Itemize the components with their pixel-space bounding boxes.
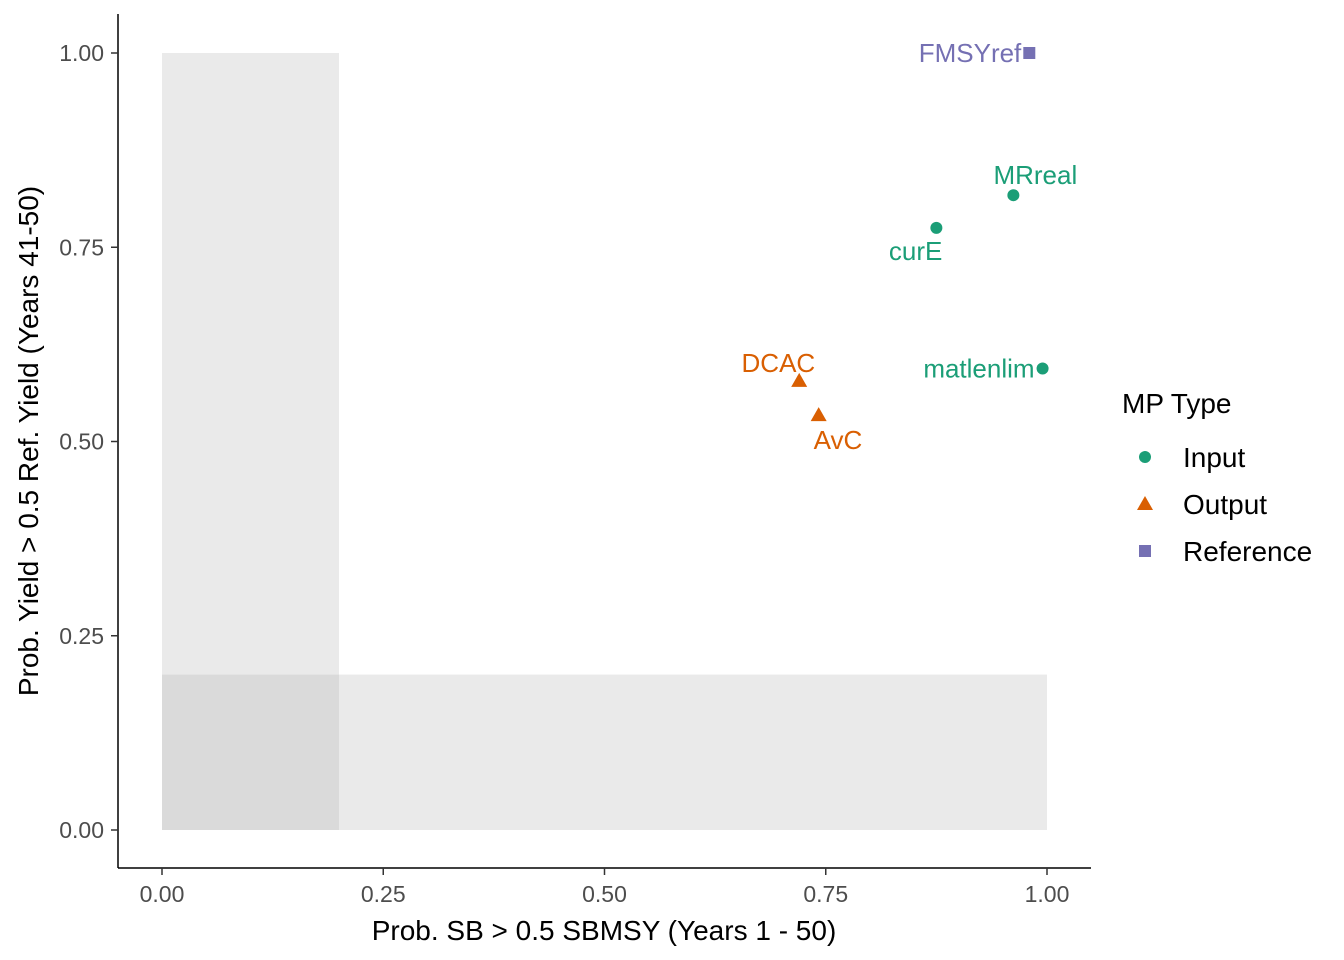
x-tick-label: 1.00 [1025,881,1070,907]
legend: MP Type Input Output Reference [1122,388,1312,567]
point-label-cure: curE [889,236,942,266]
y-tick-label: 0.75 [59,234,104,260]
point-label-mrreal: MRreal [993,160,1077,190]
y-tick-label: 0.50 [59,429,104,455]
y-tick-label: 0.25 [59,623,104,649]
point-avc [810,407,827,422]
shaded-regions [162,53,1047,830]
x-tick-label: 0.25 [361,881,406,907]
legend-key-output [1137,496,1153,510]
legend-label-input: Input [1183,442,1245,473]
point-cure [930,221,943,234]
legend-key-reference [1139,545,1151,557]
y-ticks: 0.00 0.25 0.50 0.75 1.00 [59,40,118,843]
point-label-fmsyref: FMSYref [919,38,1022,68]
data-points [791,47,1049,422]
x-tick-label: 0.00 [140,881,185,907]
legend-key-input [1139,451,1151,463]
point-label-avc: AvC [814,425,863,455]
x-tick-label: 0.75 [803,881,848,907]
point-label-dcac: DCAC [742,348,816,378]
x-axis-title: Prob. SB > 0.5 SBMSY (Years 1 - 50) [372,915,837,946]
point-matlenlim [1036,362,1049,375]
shaded-region-1 [162,53,339,830]
legend-label-output: Output [1183,489,1267,520]
point-dcac [791,372,808,387]
y-axis-title: Prob. Yield > 0.5 Ref. Yield (Years 41-5… [13,186,44,696]
point-label-matlenlim: matlenlim [923,353,1034,383]
y-tick-label: 0.00 [59,817,104,843]
x-ticks: 0.00 0.25 0.50 0.75 1.00 [140,868,1070,907]
legend-label-reference: Reference [1183,536,1312,567]
y-tick-label: 1.00 [59,40,104,66]
point-labels: FMSYref MRreal curE matlenlim DCAC AvC [742,38,1078,455]
shaded-region-2 [162,674,1047,830]
legend-title: MP Type [1122,388,1231,419]
point-fmsyref [1023,47,1036,59]
x-tick-label: 0.50 [582,881,627,907]
point-mrreal [1007,189,1020,202]
